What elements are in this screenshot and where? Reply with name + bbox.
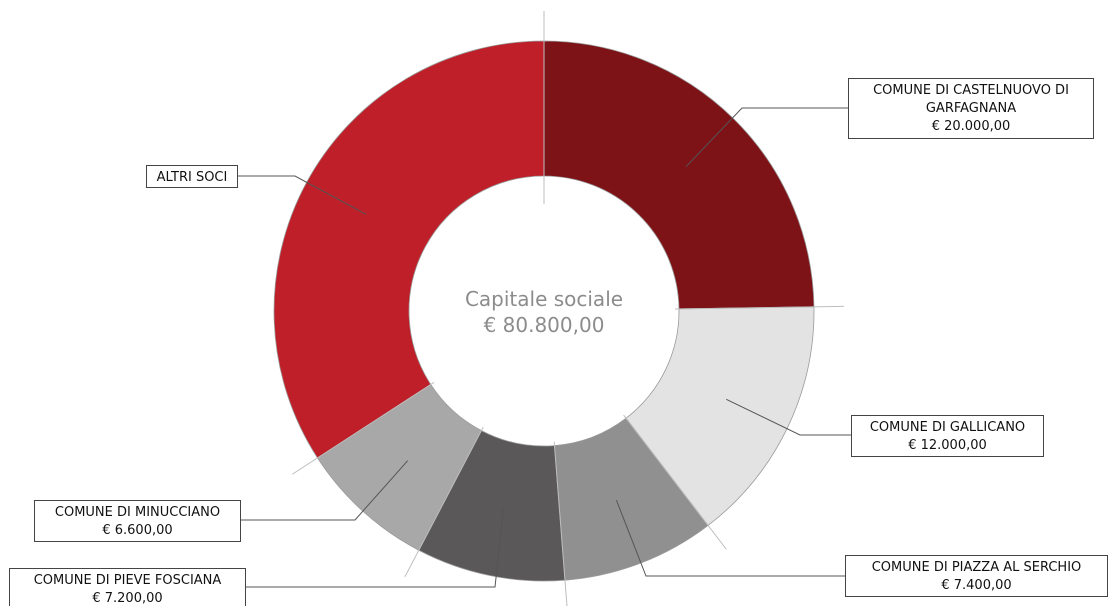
label-name-0: COMUNE DI CASTELNUOVO DI (873, 83, 1069, 98)
leader-line-5 (237, 175, 367, 215)
label-name-2: COMUNE DI PIAZZA AL SERCHIO (872, 560, 1082, 575)
center-title: Capitale sociale (465, 287, 623, 311)
label-name-5: ALTRI SOCI (157, 170, 228, 185)
leader-line-2 (615, 499, 845, 577)
label-value-4: € 6.600,00 (102, 523, 172, 538)
slice-separator-5 (292, 381, 435, 475)
label-name-1: COMUNE DI GALLICANO (870, 420, 1025, 435)
slice-1 (625, 306, 815, 526)
leaders-group (237, 107, 851, 588)
label-name-0: GARFAGNANA (926, 101, 1016, 116)
slices-group (273, 40, 815, 582)
label-name-3: COMUNE DI PIEVE FOSCIANA (34, 573, 222, 588)
label-box-4 (34, 500, 241, 542)
slice-5 (273, 40, 545, 459)
label-value-3: € 7.200,00 (92, 591, 162, 606)
leader-line-3 (245, 509, 504, 588)
label-value-2: € 7.400,00 (941, 578, 1011, 593)
leader-line-1 (726, 398, 851, 436)
label-value-1: € 12.000,00 (908, 438, 987, 453)
slice-separator-1 (674, 305, 844, 310)
slice-separator-2 (623, 414, 727, 550)
label-box-5 (146, 165, 238, 188)
labels-group: COMUNE DI CASTELNUOVO DI GARFAGNANA € 20.0… (9, 78, 1108, 606)
label-box-3 (9, 568, 246, 606)
leader-line-0 (685, 107, 848, 168)
leader-line-4 (240, 460, 409, 521)
slice-separator-4 (404, 426, 484, 578)
label-name-4: COMUNE DI MINUCCIANO (55, 505, 220, 520)
separators-group (292, 11, 844, 606)
label-box-1 (851, 415, 1044, 457)
label-value-0: € 20.000,00 (932, 119, 1011, 134)
center-value: € 80.800,00 (484, 313, 605, 337)
slice-separator-3 (553, 441, 568, 606)
label-box-0 (848, 78, 1094, 139)
slice-0 (543, 40, 815, 310)
